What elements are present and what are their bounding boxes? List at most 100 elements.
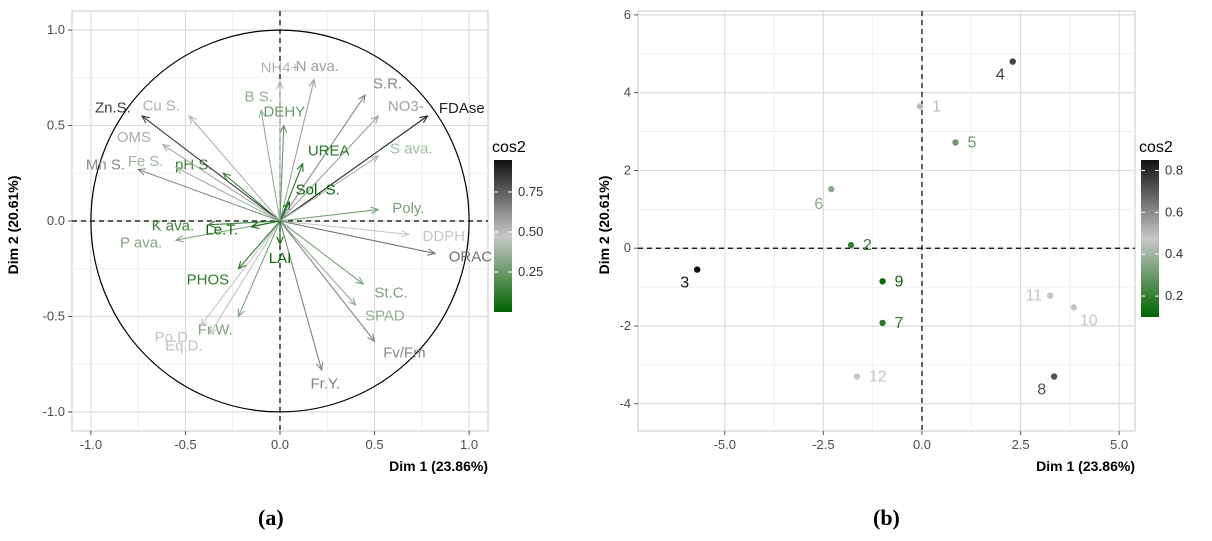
individual-point xyxy=(828,185,835,193)
x-axis-label: Dim 1 (23.86%) xyxy=(389,458,488,474)
variable-arrowhead xyxy=(209,325,217,335)
variable-arrowhead xyxy=(279,124,288,134)
variable-arrow xyxy=(279,220,357,306)
legend-tick-label: 0.25 xyxy=(518,264,543,279)
variable-arrowhead xyxy=(188,114,197,124)
variable-label: Le.T. xyxy=(205,221,238,238)
individual-label: 2 xyxy=(863,237,872,254)
variable-arrowhead xyxy=(358,93,366,103)
legend-tick-label: 0.50 xyxy=(518,224,543,239)
variable-arrowhead xyxy=(296,162,304,172)
y-axis-label: Dim 2 (20.61%) xyxy=(5,176,21,275)
x-tick-label: 2.5 xyxy=(1012,437,1030,452)
variable-arrow xyxy=(162,144,281,222)
variable-arrowhead xyxy=(222,172,232,181)
x-tick-label: 1.0 xyxy=(460,437,478,452)
unit-circle xyxy=(90,29,470,413)
variable-label: DEHY xyxy=(263,104,305,121)
individual-label: 3 xyxy=(680,275,689,292)
variable-label: FDAse xyxy=(439,100,485,117)
individual-label: 5 xyxy=(968,134,977,151)
variable-arrowhead xyxy=(250,221,260,230)
variable-arrow xyxy=(279,115,379,222)
variable-label: Cu S. xyxy=(143,97,181,114)
variable-label: K ava. xyxy=(152,218,195,235)
variable-label: DDPH xyxy=(423,228,466,245)
y-tick-label: -2 xyxy=(619,318,631,333)
individual-point xyxy=(1046,292,1054,299)
individual-point xyxy=(952,139,959,146)
y-tick-label: 0 xyxy=(624,240,631,255)
individual-label: 11 xyxy=(1026,288,1043,305)
panel-caption-b: (b) xyxy=(873,505,900,530)
variable-label: S ava. xyxy=(390,140,433,157)
variable-label: Poly. xyxy=(392,200,424,217)
variable-arrow xyxy=(279,125,285,222)
variable-arrowhead xyxy=(355,276,365,285)
variable-label: Fe S. xyxy=(128,153,164,170)
variable-arrowhead xyxy=(419,115,429,124)
variable-arrow xyxy=(279,220,364,285)
variable-arrow xyxy=(200,220,281,327)
variable-label: NO3- xyxy=(388,98,424,115)
variable-label: Mn S. xyxy=(86,157,125,174)
variable-label: Eq.D. xyxy=(165,338,203,355)
y-axis-label: Dim 2 (20.61%) xyxy=(596,176,612,275)
individual-point xyxy=(1070,304,1078,311)
variable-arrow xyxy=(279,208,379,222)
variable-arrow xyxy=(279,220,409,235)
variable-arrow xyxy=(188,115,281,222)
variable-label: NH4+ xyxy=(261,60,300,77)
individual-label: 8 xyxy=(1037,382,1046,399)
legend-tick-label: 0.75 xyxy=(518,184,543,199)
y-tick-label: 2 xyxy=(624,162,631,177)
variable-arrow xyxy=(175,167,281,222)
variable-arrowhead xyxy=(140,115,150,124)
variable-label: St.C. xyxy=(374,284,407,301)
legend-title: cos2 xyxy=(1139,139,1173,156)
variable-label: Sol. S. xyxy=(296,181,340,198)
variable-arrowhead xyxy=(258,108,266,119)
legend-title: cos2 xyxy=(492,139,526,156)
variable-arrowhead xyxy=(136,168,147,176)
individual-point xyxy=(879,278,886,285)
variable-label: N ava. xyxy=(296,58,339,75)
variable-label: S.R. xyxy=(373,75,402,92)
variable-arrowhead xyxy=(370,155,380,164)
x-tick-label: -0.5 xyxy=(174,437,196,452)
variable-arrow xyxy=(208,220,281,226)
legend-tick-label: 0.8 xyxy=(1165,162,1183,177)
variable-arrowhead xyxy=(161,143,171,152)
variable-arrow xyxy=(222,172,281,222)
y-tick-label: 0.0 xyxy=(47,213,65,228)
x-tick-label: -5.0 xyxy=(714,437,736,452)
x-axis-label: Dim 1 (23.86%) xyxy=(1036,458,1135,474)
variable-arrowhead xyxy=(427,248,437,256)
variable-arrow xyxy=(279,220,323,371)
variable-arrow xyxy=(279,220,436,254)
individuals-chart: Dim 2 (20.61%) Dim 1 (23.86%) -5.0 -2.5 0.… xyxy=(596,7,1183,474)
individual-label: 10 xyxy=(1080,312,1098,329)
x-tick-label: -2.5 xyxy=(812,437,834,452)
legend-tick-label: 0.2 xyxy=(1165,288,1183,303)
variable-label: Po.D. xyxy=(155,329,193,346)
individual-point xyxy=(879,319,886,327)
plot-panel xyxy=(637,10,1136,432)
variable-arrow xyxy=(279,163,304,222)
individual-label: 4 xyxy=(996,67,1005,84)
variables-correlation-chart: Dim 2 (20.61%) Dim 1 (23.86%) -1.0 -0.5 0.… xyxy=(5,10,543,474)
variable-label: P ava. xyxy=(120,235,162,252)
y-tick-label: 0.5 xyxy=(47,118,65,133)
variable-arrow xyxy=(251,220,281,228)
variable-arrowhead xyxy=(367,333,376,343)
variable-arrowhead xyxy=(276,80,284,90)
variable-arrow xyxy=(141,115,281,222)
variable-label: Fr.Y. xyxy=(310,375,340,392)
variable-arrowhead xyxy=(370,206,380,215)
variable-arrowhead xyxy=(276,236,284,246)
variable-arrowhead xyxy=(316,361,324,372)
individual-point xyxy=(1050,373,1058,380)
variable-label: Fv/Fm xyxy=(383,344,426,361)
individual-point xyxy=(916,103,924,110)
y-tick-label: -4 xyxy=(619,396,631,411)
